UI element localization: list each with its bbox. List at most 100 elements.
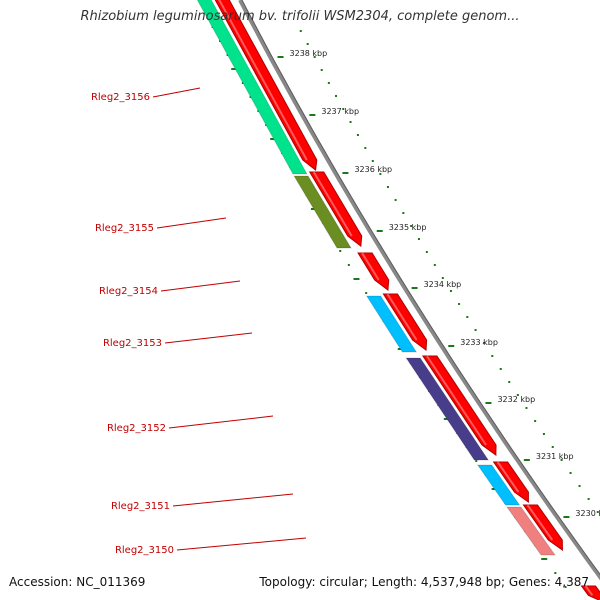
outer-dot [516,394,519,396]
outer-dot [525,407,528,409]
inner-dot [231,68,238,70]
cog-bar-rleg2_3151 [476,464,521,506]
cog-track [196,0,557,556]
gene-leader-line [156,217,227,229]
scale-ticks: 3238 kbp 3237 kbp 3236 kbp 3235 kbp 3234 kbp… [277,49,600,518]
scale-tick [376,230,383,232]
inner-dot [365,292,368,294]
inner-dot [554,572,557,574]
scale-tick [448,345,455,347]
gene-label-rleg2_3152: Rleg2_3152 [107,423,166,434]
cds-highlight [426,355,487,446]
gene-leader-line [172,493,294,507]
gene-labels: Rleg2_3156 Rleg2_3155 Rleg2_3154 Rleg2_3153… [91,87,307,556]
cds-arrow [580,585,600,600]
cds-arrow [492,461,529,503]
cds-arrow [214,0,318,171]
outer-dot [349,121,352,123]
outer-dot [299,30,302,32]
outer-dot [402,212,405,214]
scale-tick-label: 3238 kbp [290,49,328,58]
scale-tick [309,114,316,116]
gene-label-rleg2_3150: Rleg2_3150 [115,545,174,556]
cds-arrow [522,504,563,551]
cds-highlight [312,171,353,237]
inner-dot [339,250,342,252]
outer-dot [587,498,590,500]
outer-dot [410,225,413,227]
outer-dot [560,459,563,461]
outer-dot [534,420,537,422]
outer-dot [417,238,420,240]
cds-arrow [357,252,390,291]
cds-highlight [584,585,594,596]
outer-dot [425,251,428,253]
scale-tick [485,402,492,404]
gene-label-rleg2_3151: Rleg2_3151 [111,501,170,512]
scale-tick-label: 3232 kbp [497,395,535,404]
outer-dot [474,329,477,331]
cds-arrow [422,355,497,456]
outer-dot [551,446,554,448]
gene-leader-line [164,332,253,344]
accession-text: Accession: NC_011369 [9,575,146,589]
scale-tick-label: 3235 kbp [389,223,427,232]
outer-dot [306,43,309,45]
backbone-line [238,0,600,581]
outer-dot [441,277,444,279]
cds-arrow [382,293,428,351]
inner-dot [475,460,478,462]
gene-leader-line [152,87,201,98]
cds-highlight [361,252,380,281]
cds-highlight [526,504,554,541]
gene-leader-line [168,415,274,429]
outer-tick-ring [299,30,599,513]
outer-dot [356,134,359,136]
cds-highlight [386,293,418,341]
cog-bar-rleg2_3152 [405,357,490,461]
inner-dot [270,138,277,140]
outer-dot [578,485,581,487]
genome-summary: Topology: circular; Length: 4,537,948 bp… [259,575,589,589]
outer-dot [449,290,452,292]
cds-track [214,0,600,600]
cog-bar-rleg2_3153 [365,295,418,353]
cds-highlight [496,461,520,493]
outer-dot [364,147,367,149]
backbone [238,0,600,581]
scale-tick [523,459,530,461]
scale-tick-label: 3230 kbp [575,509,600,518]
outer-dot [458,303,461,305]
gene-label-rleg2_3156: Rleg2_3156 [91,92,150,103]
gene-label-rleg2_3155: Rleg2_3155 [95,223,154,234]
inner-dot [564,586,567,588]
inner-dot [241,82,244,84]
cog-bar-rleg2_3156 [196,0,308,175]
outer-dot [491,355,494,357]
scale-tick [277,56,284,58]
outer-dot [394,199,397,201]
inner-dot [443,418,450,420]
inner-dot [353,278,360,280]
cog-bar-rleg2_3150 [505,506,557,556]
inner-dot [347,264,350,266]
outer-dot [466,316,469,318]
outer-dot [569,472,572,474]
outer-dot [327,82,330,84]
cds-arrow [308,171,363,247]
scale-tick [411,287,418,289]
scale-tick [563,516,570,518]
outer-dot [596,511,599,513]
outer-dot [371,160,374,162]
inner-dot [541,558,548,560]
cds-highlight [218,0,308,161]
outer-dot [313,56,316,58]
backbone-edge [241,0,600,576]
outer-dot [342,108,345,110]
scale-tick-label: 3236 kbp [354,165,392,174]
outer-dot [335,95,338,97]
map-title: Rhizobium leguminosarum bv. trifolii WSM… [80,9,520,24]
scale-tick-label: 3233 kbp [460,338,498,347]
outer-dot [386,186,389,188]
